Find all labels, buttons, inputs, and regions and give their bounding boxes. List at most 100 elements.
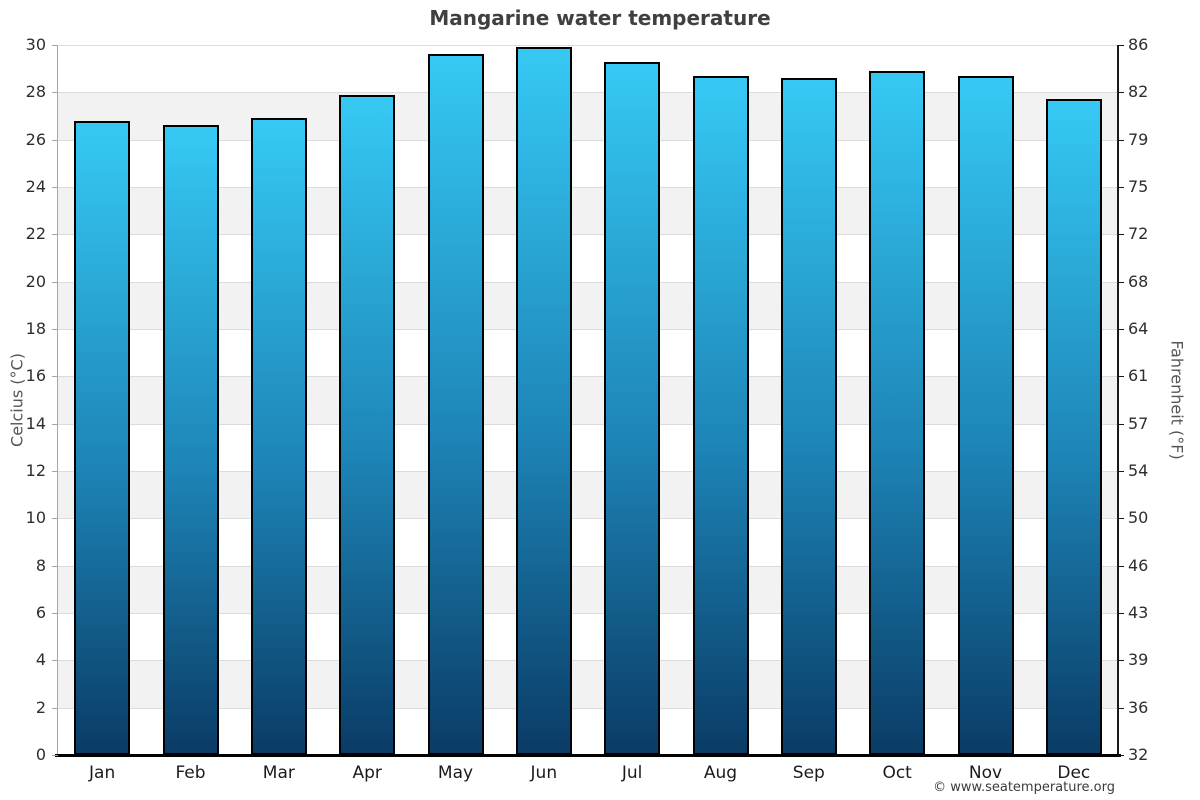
bar-nov[interactable] <box>957 75 1014 755</box>
tick-label-fahrenheit: 61 <box>1128 366 1149 386</box>
grid-band <box>58 92 1118 140</box>
axis-tick-right <box>1118 329 1124 330</box>
grid-band <box>58 471 1118 519</box>
axis-tick-left <box>52 423 58 425</box>
tick-label-celsius: 20 <box>25 271 46 291</box>
gridline <box>58 518 1118 520</box>
tick-label-fahrenheit: 39 <box>1128 650 1149 670</box>
grid-band <box>58 660 1118 708</box>
gridline <box>58 187 1118 188</box>
x-axis-label-apr: Apr <box>352 763 382 783</box>
bar-feb[interactable] <box>162 125 219 755</box>
gridline <box>58 565 1118 567</box>
bar-jul[interactable] <box>604 61 661 755</box>
tick-label-fahrenheit: 75 <box>1128 177 1149 196</box>
x-axis-label-aug: Aug <box>703 763 738 783</box>
axis-tick-right <box>1118 187 1124 188</box>
tick-label-fahrenheit: 32 <box>1128 745 1149 764</box>
gridline <box>58 660 1118 662</box>
tick-label-celsius: 16 <box>25 366 46 386</box>
axis-tick-right <box>1118 660 1124 662</box>
x-axis-label-sep: Sep <box>792 763 825 783</box>
tick-label-fahrenheit: 50 <box>1128 508 1149 528</box>
tick-label-fahrenheit: 46 <box>1128 555 1149 575</box>
tick-label-celsius: 8 <box>35 555 46 575</box>
bar-oct[interactable] <box>869 71 926 755</box>
tick-label-fahrenheit: 79 <box>1128 129 1149 149</box>
x-axis-label-dec: Dec <box>1057 763 1091 783</box>
tick-label-fahrenheit: 36 <box>1128 697 1149 717</box>
y-axis-line-right <box>1117 45 1119 756</box>
bar-dec[interactable] <box>1045 99 1102 755</box>
tick-label-fahrenheit: 43 <box>1128 603 1149 622</box>
x-axis-line <box>55 754 1121 757</box>
axis-tick-left <box>52 471 58 472</box>
axis-tick-left <box>52 660 58 662</box>
grid-band <box>58 376 1118 424</box>
grid-band <box>58 281 1118 329</box>
axis-tick-right <box>1118 518 1124 520</box>
chart-title: Mangarine water temperature <box>429 6 771 30</box>
axis-tick-right <box>1118 707 1124 709</box>
bar-mar[interactable] <box>250 118 307 755</box>
grid-band <box>58 187 1118 235</box>
gridline <box>58 45 1118 46</box>
x-axis-label-jul: Jul <box>621 763 643 783</box>
bar-apr[interactable] <box>339 94 396 755</box>
tick-label-celsius: 2 <box>35 697 46 717</box>
x-axis-label-jan: Jan <box>89 763 116 783</box>
gridline <box>58 471 1118 472</box>
y-axis-line-left <box>57 45 58 756</box>
gridline <box>58 707 1118 709</box>
bar-jan[interactable] <box>74 120 131 755</box>
tick-label-fahrenheit: 82 <box>1128 82 1149 102</box>
tick-label-celsius: 0 <box>35 745 46 764</box>
bar-jun[interactable] <box>515 47 572 755</box>
bar-sep[interactable] <box>780 78 837 755</box>
x-axis-label-feb: Feb <box>175 763 206 783</box>
gridline <box>58 329 1118 330</box>
axis-tick-right <box>1118 45 1124 46</box>
tick-label-celsius: 24 <box>25 177 46 196</box>
gridline <box>58 613 1118 614</box>
axis-tick-left <box>52 518 58 520</box>
bar-may[interactable] <box>427 54 484 755</box>
tick-label-fahrenheit: 54 <box>1128 461 1149 480</box>
tick-label-fahrenheit: 68 <box>1128 271 1149 291</box>
tick-label-fahrenheit: 57 <box>1128 413 1149 433</box>
tick-label-celsius: 28 <box>25 82 46 102</box>
axis-tick-left <box>52 376 58 378</box>
tick-label-fahrenheit: 64 <box>1128 319 1149 338</box>
x-axis-label-mar: Mar <box>262 763 295 783</box>
axis-tick-left <box>52 565 58 567</box>
tick-label-celsius: 14 <box>25 413 46 433</box>
gridline <box>58 234 1118 236</box>
tick-label-celsius: 12 <box>25 461 46 480</box>
axis-tick-right <box>1118 565 1124 567</box>
copyright-text: © www.seatemperature.org <box>933 780 1115 795</box>
axis-tick-left <box>52 329 58 330</box>
tick-label-celsius: 10 <box>25 508 46 528</box>
axis-tick-left <box>52 755 58 756</box>
x-axis-label-jun: Jun <box>530 763 558 783</box>
axis-tick-left <box>52 139 58 141</box>
axis-tick-right <box>1118 281 1124 283</box>
y-axis-title-fahrenheit: Fahrenheit (°F) <box>1167 340 1187 460</box>
tick-label-celsius: 6 <box>35 603 46 622</box>
axis-tick-left <box>52 92 58 94</box>
gridline <box>58 281 1118 283</box>
gridline <box>58 139 1118 141</box>
bar-aug[interactable] <box>692 75 749 755</box>
axis-tick-right <box>1118 613 1124 614</box>
tick-label-celsius: 30 <box>25 35 46 54</box>
axis-tick-right <box>1118 471 1124 472</box>
axis-tick-left <box>52 613 58 614</box>
tick-label-celsius: 18 <box>25 319 46 338</box>
axis-tick-right <box>1118 376 1124 378</box>
axis-tick-right <box>1118 92 1124 94</box>
x-axis-label-oct: Oct <box>882 763 912 783</box>
axis-tick-left <box>52 45 58 46</box>
gridline <box>58 92 1118 94</box>
x-axis-label-may: May <box>437 763 474 783</box>
